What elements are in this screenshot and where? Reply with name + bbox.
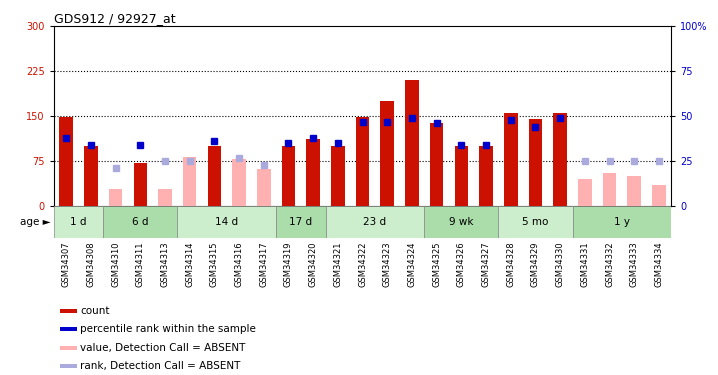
Bar xyxy=(554,113,567,206)
Bar xyxy=(60,327,77,331)
Bar xyxy=(54,206,103,238)
Bar xyxy=(257,169,271,206)
Bar xyxy=(158,189,172,206)
Text: 1 d: 1 d xyxy=(70,217,87,227)
Bar xyxy=(405,80,419,206)
Bar xyxy=(60,364,77,368)
Text: GSM34320: GSM34320 xyxy=(309,241,317,287)
Text: 17 d: 17 d xyxy=(289,217,312,227)
Text: count: count xyxy=(80,306,110,316)
Bar xyxy=(498,206,572,238)
Bar xyxy=(331,146,345,206)
Text: GSM34310: GSM34310 xyxy=(111,241,120,287)
Bar xyxy=(233,159,246,206)
Text: GSM34313: GSM34313 xyxy=(161,241,169,287)
Text: GSM34331: GSM34331 xyxy=(580,241,589,287)
Text: value, Detection Call = ABSENT: value, Detection Call = ABSENT xyxy=(80,343,246,353)
Text: age ►: age ► xyxy=(19,217,50,227)
Bar xyxy=(183,157,197,206)
Bar xyxy=(572,206,671,238)
Bar xyxy=(276,206,325,238)
Text: GSM34322: GSM34322 xyxy=(358,241,367,287)
Text: GSM34328: GSM34328 xyxy=(506,241,516,287)
Text: GSM34316: GSM34316 xyxy=(235,241,243,287)
Bar xyxy=(281,146,295,206)
Text: GSM34327: GSM34327 xyxy=(482,241,490,287)
Text: GSM34329: GSM34329 xyxy=(531,241,540,287)
Text: GSM34323: GSM34323 xyxy=(383,241,392,287)
Bar xyxy=(177,206,276,238)
Bar xyxy=(103,206,177,238)
Bar xyxy=(430,123,444,206)
Bar xyxy=(325,206,424,238)
Text: GSM34326: GSM34326 xyxy=(457,241,466,287)
Text: GSM34334: GSM34334 xyxy=(655,241,663,287)
Text: GSM34308: GSM34308 xyxy=(86,241,95,287)
Bar xyxy=(628,176,641,206)
Bar xyxy=(60,309,77,313)
Text: GSM34325: GSM34325 xyxy=(432,241,441,287)
Text: GSM34315: GSM34315 xyxy=(210,241,219,287)
Text: 5 mo: 5 mo xyxy=(522,217,549,227)
Bar xyxy=(356,117,369,206)
Bar xyxy=(60,117,73,206)
Bar xyxy=(578,179,592,206)
Bar xyxy=(307,139,320,206)
Bar xyxy=(603,173,616,206)
Text: GSM34317: GSM34317 xyxy=(259,241,269,287)
Text: GSM34314: GSM34314 xyxy=(185,241,194,287)
Text: 23 d: 23 d xyxy=(363,217,386,227)
Text: GSM34307: GSM34307 xyxy=(62,241,70,287)
Bar xyxy=(134,163,147,206)
Bar xyxy=(381,101,394,206)
Text: 6 d: 6 d xyxy=(132,217,149,227)
Bar xyxy=(480,146,493,206)
Text: GSM34319: GSM34319 xyxy=(284,241,293,287)
Text: GDS912 / 92927_at: GDS912 / 92927_at xyxy=(54,12,175,25)
Bar xyxy=(84,146,98,206)
Bar xyxy=(208,146,221,206)
Text: 14 d: 14 d xyxy=(215,217,238,227)
Bar xyxy=(454,146,468,206)
Bar xyxy=(528,119,542,206)
Bar xyxy=(60,346,77,350)
Text: 9 wk: 9 wk xyxy=(449,217,474,227)
Text: 1 y: 1 y xyxy=(614,217,630,227)
Text: GSM34311: GSM34311 xyxy=(136,241,145,287)
Text: rank, Detection Call = ABSENT: rank, Detection Call = ABSENT xyxy=(80,361,241,371)
Bar xyxy=(652,185,666,206)
Text: GSM34333: GSM34333 xyxy=(630,241,639,287)
Text: GSM34321: GSM34321 xyxy=(333,241,342,287)
Text: GSM34332: GSM34332 xyxy=(605,241,614,287)
Bar xyxy=(424,206,498,238)
Text: GSM34324: GSM34324 xyxy=(408,241,416,287)
Text: percentile rank within the sample: percentile rank within the sample xyxy=(80,324,256,334)
Text: GSM34330: GSM34330 xyxy=(556,241,564,287)
Bar xyxy=(109,189,122,206)
Bar xyxy=(504,113,518,206)
